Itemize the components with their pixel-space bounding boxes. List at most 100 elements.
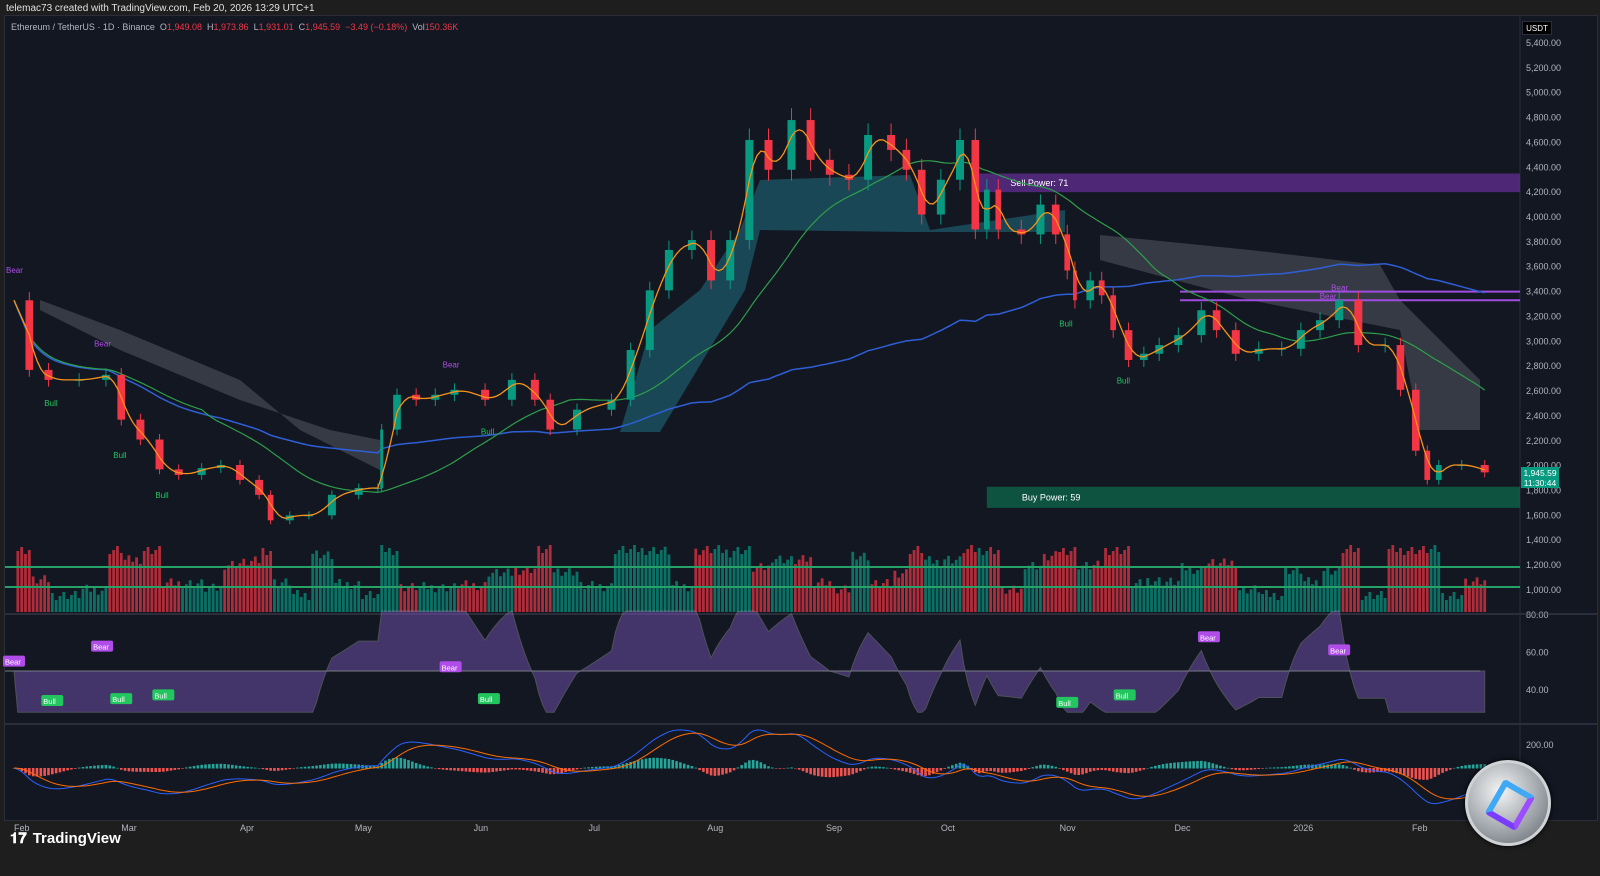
macd-histogram-bar [468, 768, 472, 772]
candle [726, 240, 735, 281]
price-tick: 1,800.00 [1526, 485, 1561, 495]
macd-histogram-bar [598, 766, 602, 769]
macd-histogram-bar [1291, 765, 1295, 769]
macd-histogram-bar [1391, 768, 1395, 773]
signal-bear: Bear [1331, 283, 1348, 292]
volume-bar [751, 571, 755, 612]
candle [255, 479, 264, 495]
volume-bar [292, 594, 295, 612]
price-tick: 1,000.00 [1526, 585, 1561, 595]
time-tick: Feb [14, 823, 30, 833]
volume-bar [1134, 583, 1138, 612]
candle [745, 139, 754, 241]
candle [1231, 330, 1240, 354]
macd-histogram-bar [1215, 764, 1218, 769]
macd-histogram-bar [560, 768, 563, 773]
macd-histogram-bar [1433, 768, 1437, 777]
volume-bar [1062, 548, 1065, 612]
volume-bar [422, 582, 426, 612]
macd-histogram-bar [602, 766, 606, 769]
volume-bar [211, 583, 215, 612]
macd-histogram-bar [1203, 761, 1207, 769]
time-tick: May [355, 823, 373, 833]
volume-bar [165, 582, 169, 612]
volume-bar [518, 574, 521, 612]
volume-bar [920, 553, 924, 612]
volume-bar [690, 587, 694, 612]
macd-histogram-bar [1111, 768, 1115, 772]
macd-histogram-bar [1345, 766, 1349, 769]
candle [136, 419, 145, 440]
candle [101, 374, 110, 380]
macd-histogram-bar [261, 768, 265, 770]
volume-bar [319, 558, 322, 612]
candle [1110, 295, 1117, 331]
volume-bar [916, 546, 920, 612]
volume-bar [499, 576, 502, 612]
macd-histogram-bar [732, 768, 736, 771]
volume-bar [1445, 600, 1448, 612]
macd-histogram-bar [487, 768, 491, 773]
candle [1424, 450, 1431, 480]
macd-histogram-bar [1046, 765, 1050, 769]
time-tick: 2026 [1293, 823, 1313, 833]
macd-histogram-bar [525, 768, 529, 771]
volume-bar [20, 547, 24, 612]
volume-bar [1429, 549, 1433, 612]
volume-bar [66, 599, 70, 612]
rsi-label-bear-bg [439, 661, 462, 673]
macd-histogram-bar [1445, 768, 1448, 772]
tradingview-brand[interactable]: 𝟏𝟕 TradingView [10, 830, 121, 847]
signal-bear: Bear [94, 339, 111, 348]
candle [267, 494, 274, 521]
volume-bar [809, 557, 813, 612]
price-tick: 3,000.00 [1526, 336, 1561, 346]
volume-bar [1153, 581, 1157, 612]
open-label: O [159, 22, 167, 32]
volume-bar [901, 573, 904, 612]
volume-bar [778, 555, 782, 612]
macd-histogram-bar [315, 765, 318, 769]
macd-histogram-bar [1154, 765, 1157, 769]
price-tick: 4,600.00 [1526, 137, 1561, 147]
macd-histogram-bar [131, 768, 135, 772]
macd-histogram-bar [801, 768, 805, 772]
volume-bar [1238, 590, 1241, 612]
macd-histogram-bar [1146, 767, 1149, 769]
macd-histogram-bar [1418, 768, 1421, 780]
volume-bar [1383, 598, 1387, 612]
macd-histogram-bar [284, 768, 288, 770]
price-tick: 1,400.00 [1526, 535, 1561, 545]
volume-bar [1199, 566, 1203, 612]
rsi-tick: 60.00 [1526, 647, 1549, 657]
volume-bar [1299, 573, 1303, 612]
macd-histogram-bar [73, 768, 77, 769]
macd-histogram-bar [805, 768, 809, 773]
macd-histogram-bar [1119, 768, 1123, 773]
volume-bar [763, 569, 767, 612]
volume-bar [786, 559, 790, 612]
macd-histogram-bar [824, 768, 828, 778]
volume-bar [276, 586, 280, 612]
price-tick: 5,000.00 [1526, 88, 1561, 98]
zone-box [975, 173, 1520, 193]
macd-histogram-bar [794, 768, 797, 769]
volume-bar [1330, 574, 1333, 612]
volume-bar [403, 591, 407, 612]
volume-bar [1341, 553, 1345, 612]
volume-bar [1483, 580, 1487, 612]
candle [707, 240, 716, 281]
chart-frame[interactable] [4, 15, 1598, 821]
macd-histogram-bar [1376, 768, 1379, 773]
symbol-name[interactable]: Ethereum / TetherUS · 1D · Binance [11, 22, 155, 32]
time-tick: Mar [121, 823, 137, 833]
currency-button[interactable]: USDT [1522, 21, 1552, 35]
volume-bar [127, 555, 131, 612]
time-tick: Sep [826, 823, 842, 833]
macd-signal-line [13, 732, 1485, 800]
macd-histogram-bar [751, 759, 755, 769]
macd-histogram-bar [1035, 765, 1038, 769]
macd-histogram-bar [1272, 767, 1276, 769]
volume-bar [234, 567, 238, 612]
